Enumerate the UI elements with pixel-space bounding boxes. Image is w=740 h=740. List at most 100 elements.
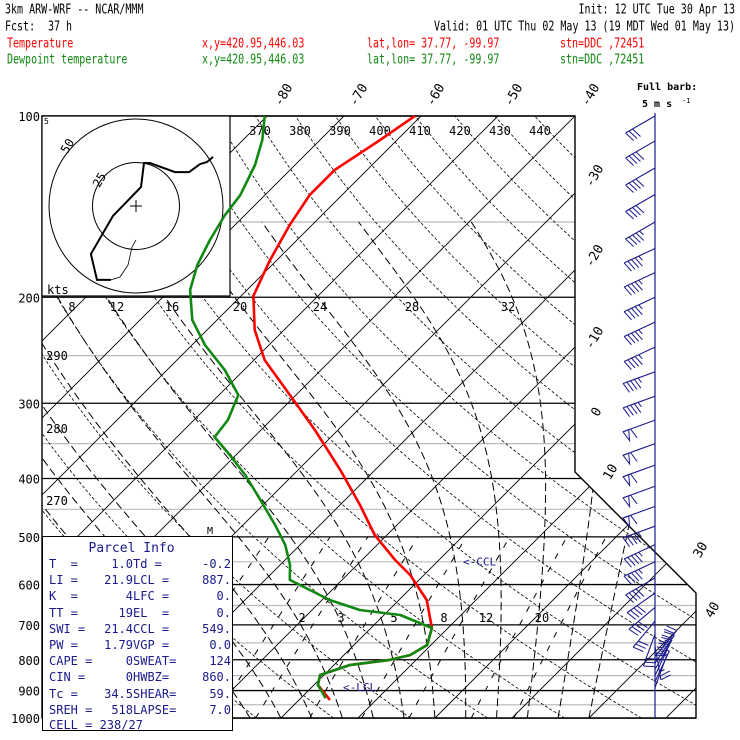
dry-adiabat [215,116,696,718]
parcel-param-label: CIN = [49,670,86,685]
pressure-tick-label: 1000 [11,712,40,726]
wind-barb [625,221,656,247]
dry-adiabat [334,116,696,718]
moist-adiabat [182,221,436,718]
dry-adiabat [135,116,696,718]
speed-scale-label: 20 [233,300,247,314]
dry-adiabat [654,116,696,718]
isotherm-label: -80 [272,81,297,109]
parcel-param-value: 0 [125,654,133,669]
parcel-param-value: 887. [202,573,231,588]
parcel-row: SWI = 21.4 CCL = 549. [43,621,232,637]
forecast-label: Fcst: [5,20,36,35]
mixing-ratio-label: 5 [390,611,397,625]
wind-barb [632,620,656,652]
wind-barb [622,395,656,417]
speed-scale-label: 8 [68,300,75,314]
parcel-param-label: SHEAR= [133,686,177,701]
wind-barb [622,525,656,547]
theta-label: 430 [489,124,511,138]
parcel-param-value: 0.0 [209,637,231,652]
isotherm [357,116,696,718]
parcel-param-value: 1.0 [111,557,133,571]
pressure-tick-label: 400 [18,473,40,487]
speed-scale-label: 32 [501,300,515,314]
legend-temperature-xy: x,y=420.95,446.03 [202,37,305,52]
theta-label: 400 [369,124,391,138]
theta-label: 370 [249,124,271,138]
mixing-ratio-line [214,536,331,718]
moist-adiabat [470,221,547,718]
wind-barb [623,544,656,568]
isotherm [42,116,422,718]
parcel-param-label: LCL = [133,573,170,588]
parcel-row: PW = 1.79 VGP = 0.0 [43,637,232,653]
parcel-param-value: 0. [216,605,231,620]
parcel-param-value: 7.0 [209,702,231,717]
parcel-param-label: Td = [133,557,162,571]
isotherm-label: -50 [502,81,527,109]
legend-temperature-label: Temperature [7,37,74,52]
pressure-tick-label: 100 [18,110,40,124]
dry-adiabat [414,116,696,718]
isotherm-label: -10 [583,324,608,352]
dry-adiabat [175,116,696,718]
parcel-param-label: EL = [133,605,170,620]
mixing-ratio-label: 3 [337,611,344,625]
model-title: 3km ARW-WRF -- NCAR/MMM [5,3,144,18]
parcel-param-label: HWBZ= [133,670,170,685]
wind-barb [622,419,656,443]
parcel-param-value: 4 [125,589,133,604]
isotherm-label: -40 [579,81,604,109]
isotherm [588,116,696,718]
isotherm [434,116,696,718]
forecast-hours: 37 h [48,20,73,35]
parcel-param-value: 21.9 [104,573,133,588]
legend-dewpoint-latlon: lat,lon= 37.77, -99.97 [367,53,500,68]
pressure-tick-label: 800 [18,654,40,668]
mixing-ratio-label: 2 [298,611,305,625]
mixing-ratio-line [255,536,369,718]
pressure-tick-label: 200 [18,291,40,305]
theta-label: 420 [449,124,471,138]
hodograph-ring [48,118,224,294]
hodograph-unit-label: kts [47,283,69,297]
parcel-param-label: LI = [49,573,78,588]
wind-barb [622,485,656,509]
hodograph-storm-path [110,239,137,281]
theta-label: 440 [529,124,551,138]
parcel-param-label: CAPE = [49,654,93,669]
parcel-param-value: 518 [111,702,133,717]
wind-barb [623,272,656,296]
wind-barb [626,592,656,620]
isotherm [203,116,696,718]
m-marker: M [207,526,213,537]
parcel-row: Tc = 34.5 SHEAR= 59. [43,686,232,702]
parcel-row: CAPE = 0 SWEAT= 124 [43,653,232,669]
parcel-param-value: 59. [209,686,231,701]
isotherm [665,116,696,718]
parcel-param-value: 549. [202,621,231,636]
valid-time: Valid: 01 UTC Thu 02 May 13 (19 MDT Wed … [433,20,735,35]
pressure-tick-label: 300 [18,397,40,411]
moist-adiabat [117,221,405,718]
parcel-cell: CELL = 238/27 [49,717,143,732]
moist-adiabat [358,221,502,718]
wind-barb [623,296,656,321]
theta-label: 270 [46,494,68,508]
isotherm [42,116,345,718]
hodograph-trace [89,156,214,281]
isotherm-label: -30 [583,162,608,190]
parcel-row: T = 1.0 Td = -0.2 [43,556,232,572]
parcel-param-label: TT = [49,605,78,620]
hodograph-ring [92,162,180,250]
wind-barb [623,346,656,371]
parcel-row: TT = 19 EL = 0. [43,605,232,621]
parcel-param-label: PW = [49,637,78,652]
parcel-param-label: SWI = [49,621,86,636]
wind-barb [622,371,656,393]
speed-scale-label: 12 [110,300,124,314]
isotherm-label: -60 [424,81,449,109]
wind-barb [622,464,656,488]
